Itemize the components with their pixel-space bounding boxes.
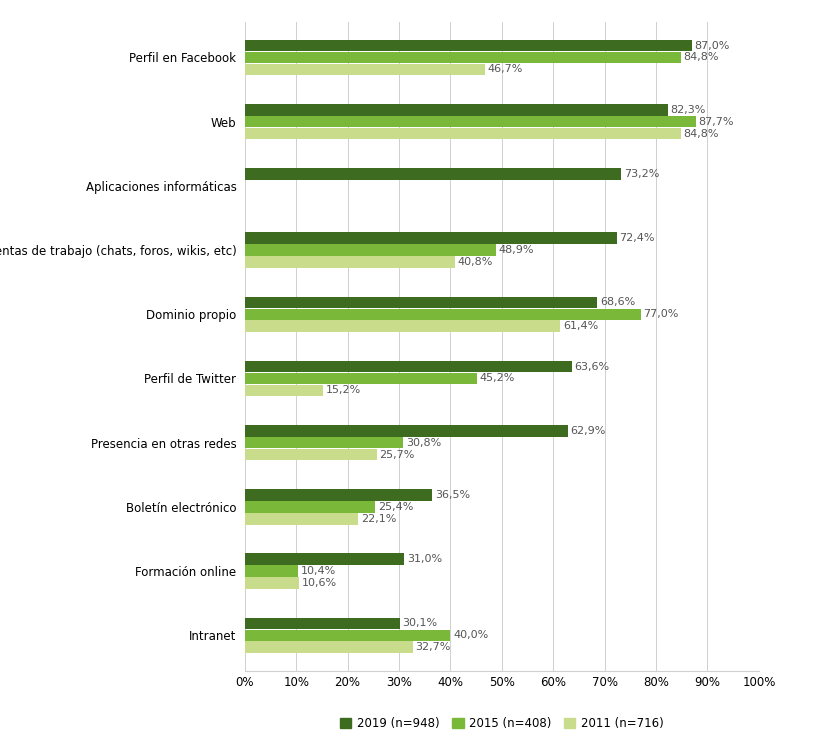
Bar	[245, 128, 681, 139]
Text: 40,0%: 40,0%	[453, 630, 488, 640]
Text: 61,4%: 61,4%	[563, 321, 598, 331]
Bar	[245, 321, 561, 332]
Text: 87,0%: 87,0%	[694, 41, 730, 51]
Bar	[245, 309, 641, 320]
Bar	[245, 385, 323, 397]
Text: 32,7%: 32,7%	[415, 642, 451, 652]
Bar	[245, 296, 597, 308]
Bar	[245, 63, 485, 75]
Bar	[245, 425, 568, 436]
Bar	[245, 40, 692, 52]
Text: 87,7%: 87,7%	[698, 116, 734, 127]
Bar	[245, 449, 377, 461]
Bar	[245, 104, 667, 116]
Bar	[245, 641, 413, 653]
Bar	[245, 565, 299, 577]
Text: 77,0%: 77,0%	[643, 310, 679, 319]
Text: 46,7%: 46,7%	[487, 64, 523, 74]
Bar	[245, 361, 572, 372]
Text: 25,4%: 25,4%	[378, 502, 414, 512]
Bar	[245, 629, 450, 641]
Text: 25,7%: 25,7%	[379, 450, 415, 460]
Bar	[245, 501, 375, 513]
Bar	[245, 618, 400, 629]
Text: 30,1%: 30,1%	[402, 618, 437, 629]
Text: 48,9%: 48,9%	[499, 245, 534, 255]
Bar	[245, 437, 403, 449]
Bar	[245, 232, 617, 244]
Text: 68,6%: 68,6%	[600, 298, 636, 307]
Bar	[245, 553, 404, 565]
Text: 82,3%: 82,3%	[671, 105, 706, 115]
Bar	[245, 52, 681, 63]
Text: 63,6%: 63,6%	[574, 362, 610, 371]
Text: 40,8%: 40,8%	[457, 257, 493, 267]
Bar	[245, 489, 432, 501]
Text: 30,8%: 30,8%	[406, 438, 441, 447]
Bar	[245, 577, 299, 589]
Text: 10,6%: 10,6%	[302, 578, 337, 588]
Bar	[245, 244, 496, 256]
Text: 84,8%: 84,8%	[683, 128, 719, 139]
Text: 84,8%: 84,8%	[683, 52, 719, 63]
Bar	[245, 513, 358, 525]
Text: 73,2%: 73,2%	[623, 169, 659, 179]
Bar	[245, 373, 477, 384]
Text: 72,4%: 72,4%	[619, 233, 655, 243]
Text: 45,2%: 45,2%	[480, 374, 515, 383]
Text: 36,5%: 36,5%	[435, 490, 470, 500]
Text: 22,1%: 22,1%	[361, 514, 397, 524]
Text: 10,4%: 10,4%	[301, 566, 336, 576]
Legend: 2019 (n=948), 2015 (n=408), 2011 (n=716): 2019 (n=948), 2015 (n=408), 2011 (n=716)	[335, 712, 669, 735]
Bar	[245, 256, 455, 268]
Bar	[245, 116, 696, 128]
Bar	[245, 168, 621, 180]
Text: 62,9%: 62,9%	[570, 426, 606, 436]
Text: 15,2%: 15,2%	[326, 385, 361, 395]
Text: 31,0%: 31,0%	[406, 554, 441, 565]
